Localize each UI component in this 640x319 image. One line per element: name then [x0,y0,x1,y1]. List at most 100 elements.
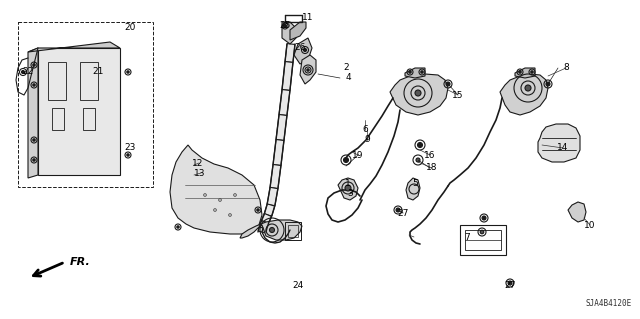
Circle shape [33,64,35,66]
Circle shape [421,71,423,73]
Text: 8: 8 [563,63,569,72]
Text: 27: 27 [504,280,516,290]
Circle shape [482,216,486,220]
Text: 27: 27 [397,209,409,218]
Text: 12: 12 [192,159,204,167]
Text: 26: 26 [294,43,306,53]
Polygon shape [276,115,287,140]
Circle shape [345,185,351,191]
Circle shape [480,230,484,234]
Text: 23: 23 [124,144,136,152]
Polygon shape [261,213,271,224]
Circle shape [22,70,24,73]
Bar [83,108,95,130]
Text: 24: 24 [292,280,303,290]
Text: 7: 7 [464,233,470,241]
Circle shape [303,48,307,51]
Polygon shape [282,62,293,90]
Circle shape [396,208,400,212]
Bar [285,222,301,240]
Bar [80,62,98,100]
Polygon shape [282,22,296,44]
Circle shape [214,209,216,211]
Polygon shape [264,204,275,216]
Polygon shape [515,68,535,78]
Text: SJA4B4120E: SJA4B4120E [586,299,632,308]
Bar [288,225,298,237]
Circle shape [307,69,309,71]
Polygon shape [170,145,262,234]
Text: 13: 13 [195,168,205,177]
Circle shape [257,209,259,211]
Polygon shape [240,220,302,240]
Polygon shape [28,42,120,52]
Circle shape [33,139,35,141]
Text: 25: 25 [279,20,291,29]
Polygon shape [38,48,120,175]
Circle shape [33,159,35,161]
Circle shape [204,194,207,197]
Text: 16: 16 [424,151,436,160]
Text: 22: 22 [22,68,34,77]
Text: 3: 3 [347,189,353,197]
Polygon shape [568,202,586,222]
Polygon shape [538,124,580,162]
Bar [465,230,501,250]
Polygon shape [300,55,316,84]
Circle shape [409,71,412,73]
Text: 1: 1 [345,179,351,188]
Text: 4: 4 [345,73,351,83]
Bar [52,108,64,130]
Polygon shape [338,178,358,200]
Polygon shape [500,74,548,115]
Text: 10: 10 [584,220,596,229]
Circle shape [284,25,287,27]
Circle shape [218,198,221,202]
Polygon shape [279,90,290,115]
Circle shape [546,82,550,86]
Text: 15: 15 [452,91,464,100]
Text: FR.: FR. [70,257,91,267]
Circle shape [234,194,237,197]
Polygon shape [285,44,295,63]
Circle shape [417,143,422,147]
Circle shape [228,213,232,217]
Circle shape [177,226,179,228]
Circle shape [525,85,531,91]
Text: 9: 9 [364,136,370,145]
Polygon shape [405,68,425,78]
Circle shape [415,90,421,96]
Text: 21: 21 [92,68,104,77]
Polygon shape [273,139,284,166]
Text: 20: 20 [124,24,136,33]
Circle shape [531,71,533,73]
Polygon shape [406,178,420,200]
Circle shape [269,227,275,233]
Polygon shape [294,38,312,64]
Circle shape [127,154,129,156]
Text: 5: 5 [412,179,418,188]
Polygon shape [270,165,281,189]
Circle shape [508,281,512,285]
Circle shape [416,158,420,162]
Text: 19: 19 [352,151,364,160]
Text: 2: 2 [343,63,349,72]
Bar [48,62,66,100]
Circle shape [519,71,521,73]
Polygon shape [390,74,448,115]
Polygon shape [28,48,38,178]
Polygon shape [258,227,267,233]
Text: 18: 18 [426,164,438,173]
Polygon shape [259,221,269,229]
Bar [18,22,153,187]
Text: 6: 6 [362,125,368,135]
Circle shape [446,82,450,86]
Circle shape [33,84,35,86]
Polygon shape [290,22,306,40]
Circle shape [127,71,129,73]
Polygon shape [267,187,278,206]
Bar [460,225,506,255]
Text: 14: 14 [557,144,569,152]
Circle shape [344,158,349,162]
Text: 11: 11 [302,13,314,23]
